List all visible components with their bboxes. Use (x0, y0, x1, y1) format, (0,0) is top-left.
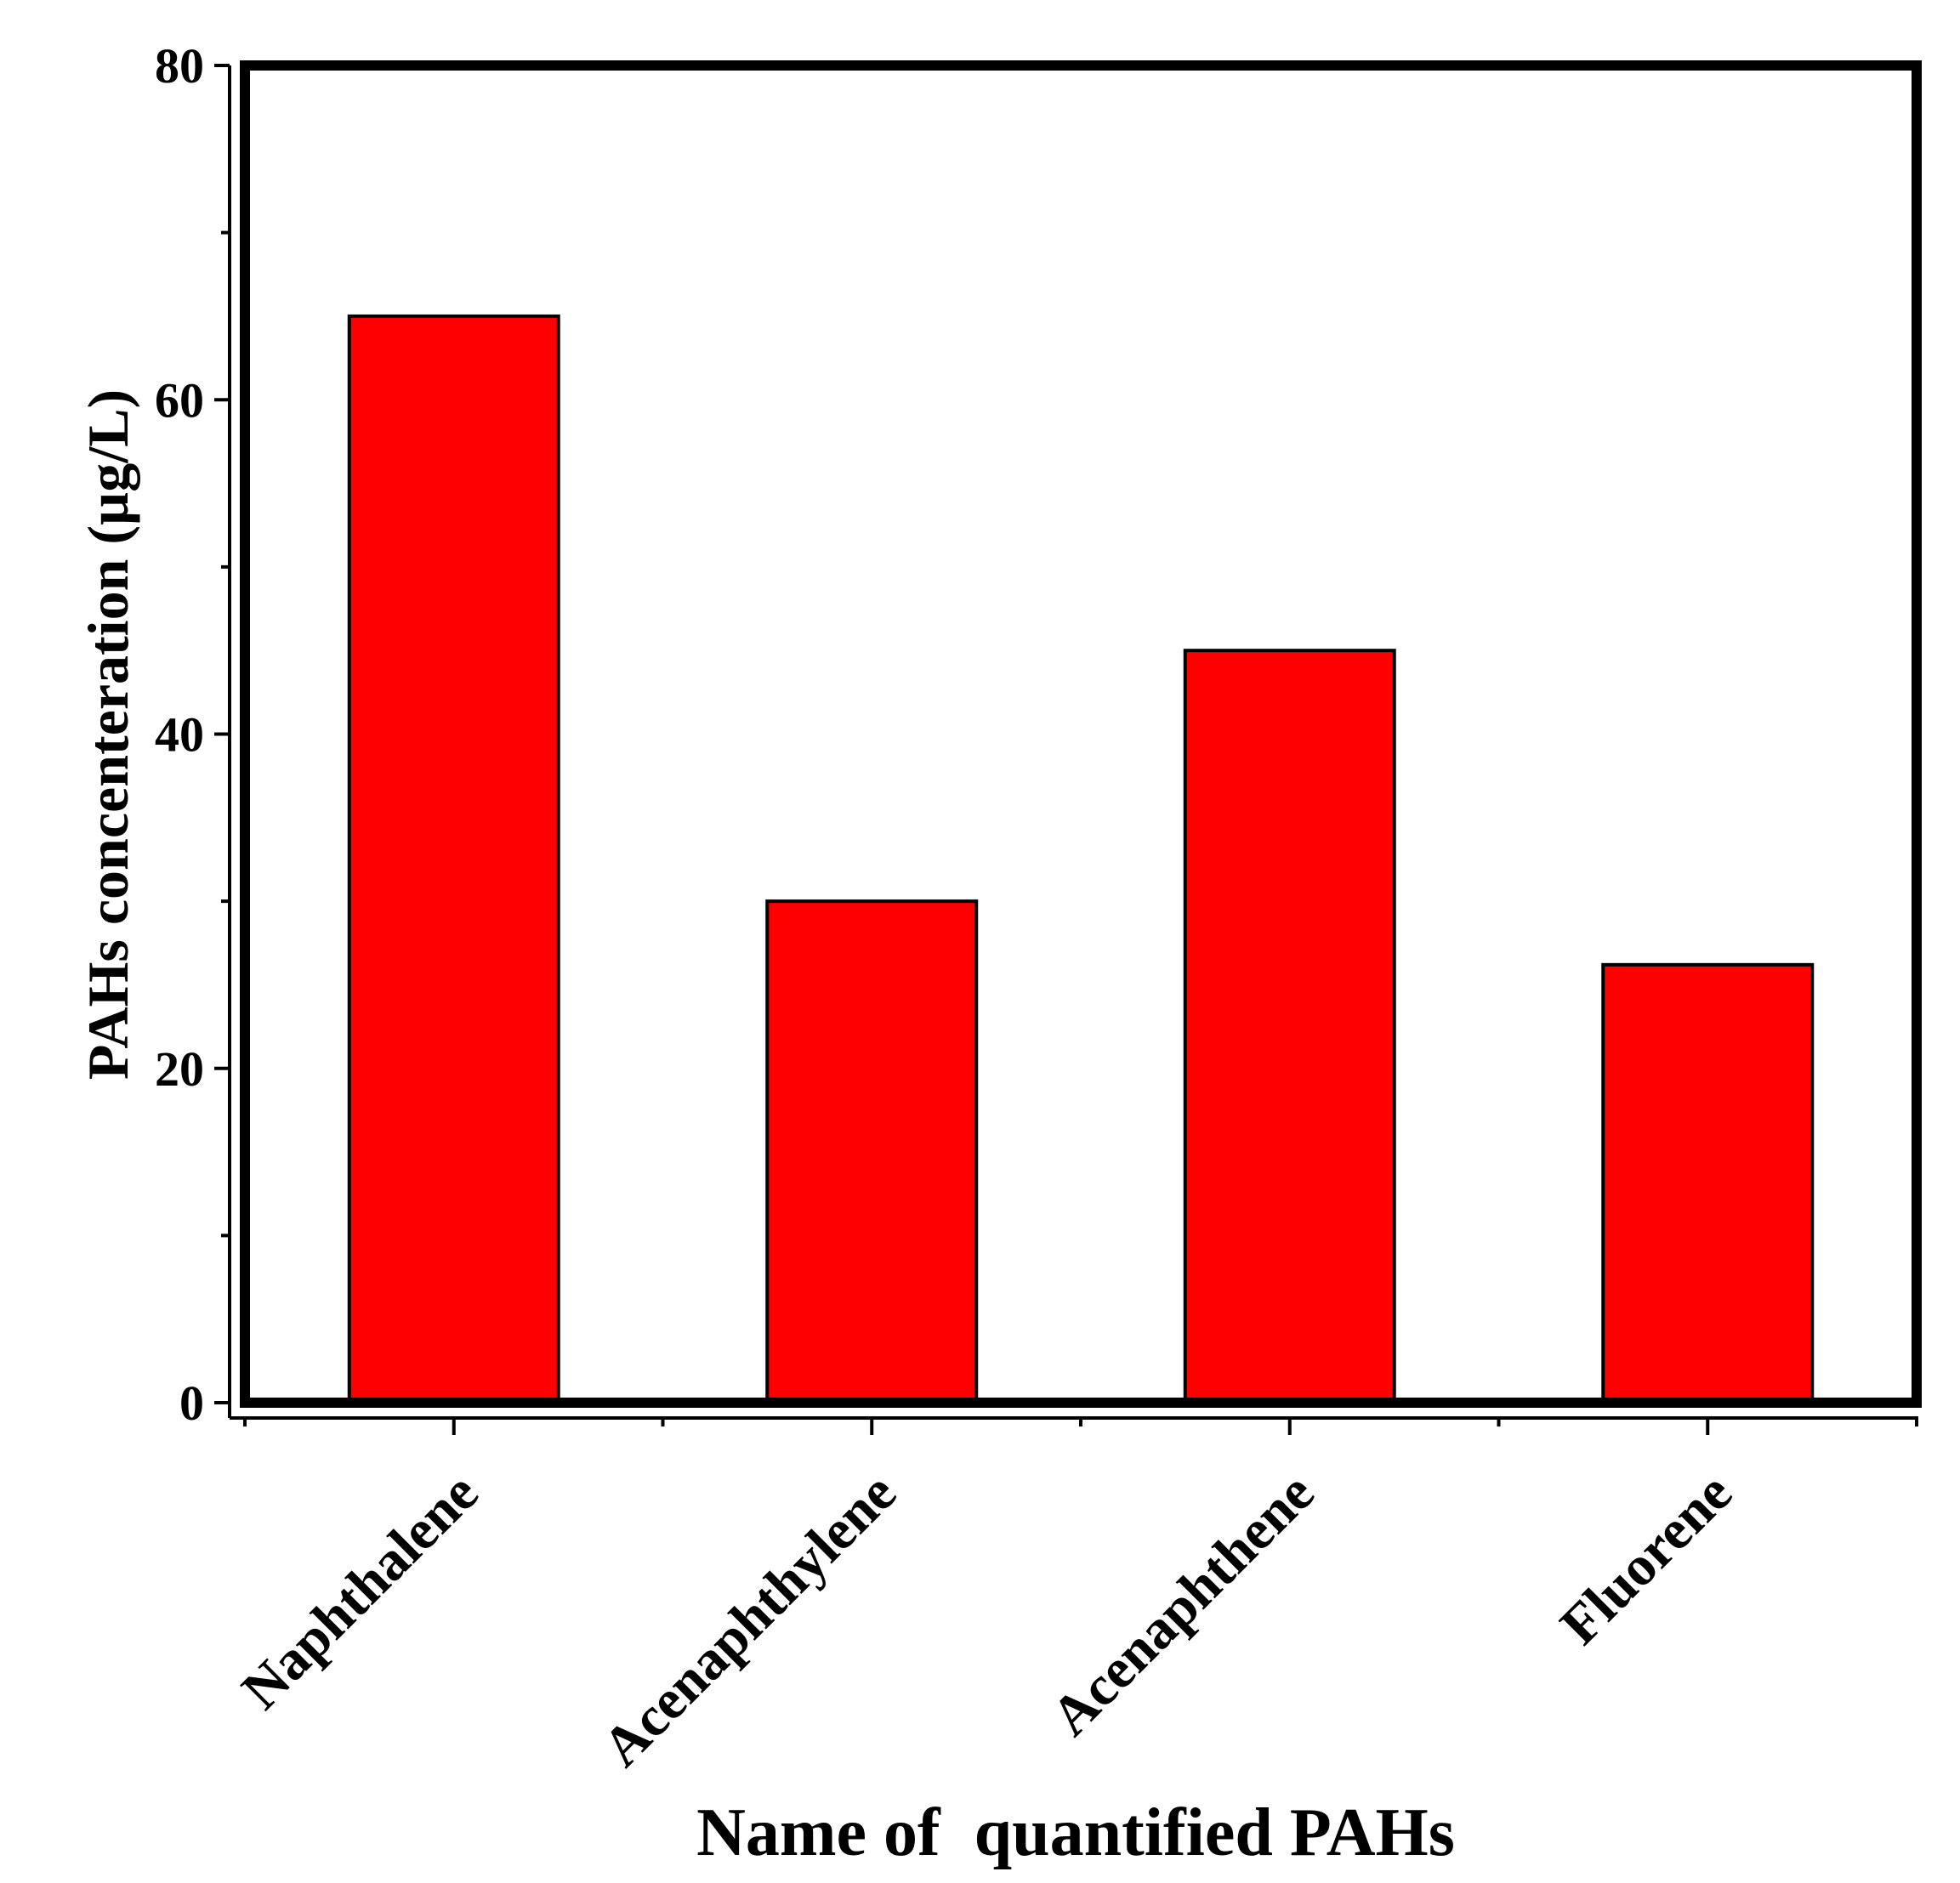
bar-acenaphthylene (765, 899, 979, 1404)
x-axis: Naphthalene Acenaphthylene Acenaphthene Flu… (230, 1416, 1918, 1778)
x-tick-label: Naphthalene (230, 1461, 491, 1721)
bars-group (347, 314, 1815, 1404)
x-tick-label: Acenaphthylene (591, 1461, 908, 1778)
y-axis-title: PAHs concenteration (µg/L) (76, 389, 140, 1080)
x-tick-label: Fluorene (1548, 1461, 1744, 1657)
y-tick-label: 60 (155, 372, 204, 428)
y-tick-label: 20 (155, 1041, 204, 1097)
bar-fluorene (1601, 962, 1815, 1404)
y-tick-label: 0 (179, 1375, 204, 1431)
y-axis: 0 20 40 60 80 (155, 38, 231, 1431)
x-tick-label: Acenaphthene (1040, 1461, 1327, 1748)
bar-acenaphthene (1183, 649, 1396, 1404)
y-tick-label: 80 (155, 38, 204, 94)
plot-frame (240, 60, 1922, 1408)
bar-naphthalene (347, 314, 560, 1404)
x-axis-title: Name of quantified PAHs (696, 1795, 1455, 1870)
y-tick-label: 40 (155, 707, 204, 763)
